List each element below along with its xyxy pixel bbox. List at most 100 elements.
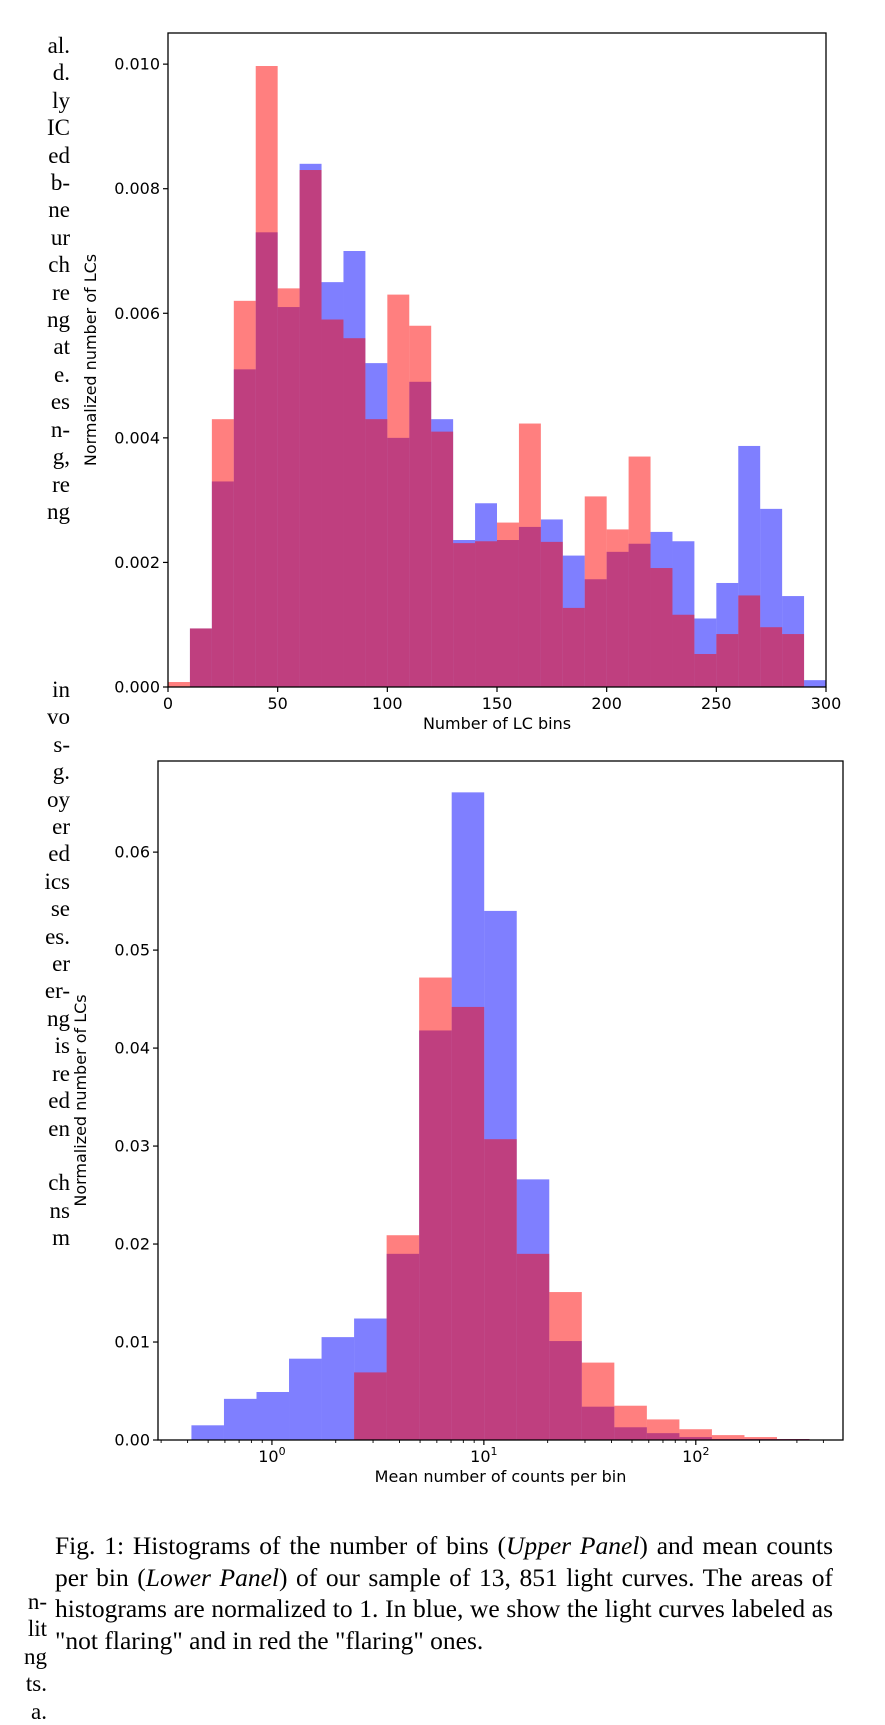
bar-flaring xyxy=(386,1235,420,1440)
plot-frame xyxy=(157,760,844,1441)
upper-histogram-chart: 0.000 0.002 0.004 0.006 0.008 0.010 0 50 100 150 2… xyxy=(81,32,842,733)
y-tick-label: 0.03 xyxy=(114,1137,150,1156)
bar-flaring xyxy=(419,977,452,1440)
fragment-line: g, xyxy=(52,444,70,470)
fragment-line: in xyxy=(52,677,70,702)
y-tick-label: 0.06 xyxy=(114,843,150,862)
fragment-line: er xyxy=(52,814,70,840)
bar-flaring xyxy=(365,419,388,687)
left-column-text-top: al. d. ly IC ed b-ne ur ch re ng at e. es n-g, re ng xyxy=(0,32,70,525)
y-tick-label: 0.004 xyxy=(114,428,160,447)
fragment-line: al. xyxy=(47,33,70,58)
x-tick-label: 150 xyxy=(482,694,513,713)
fragment-line: es. xyxy=(45,923,70,949)
bar-not-flaring xyxy=(256,1391,290,1440)
bar-not-flaring xyxy=(289,1358,322,1440)
fragment-line: vo xyxy=(47,704,70,730)
fragment-line: es xyxy=(50,389,70,415)
y-tick-label: 0.00 xyxy=(114,1431,150,1450)
fragment-line: n- xyxy=(50,416,70,442)
bar-flaring xyxy=(646,1419,680,1440)
fragment-line: ng xyxy=(47,1005,70,1031)
fragment-line: ng xyxy=(47,307,70,333)
lower-histogram-chart: 0.00 0.01 0.02 0.03 0.04 0.05 0.06 100 101 102 Mea… xyxy=(71,760,844,1486)
fragment-line: ts. xyxy=(25,1671,47,1697)
fragment-line: n- xyxy=(27,1589,47,1614)
bar-flaring xyxy=(354,1372,387,1440)
bar-flaring xyxy=(562,607,585,687)
caption-lower-panel: Lower Panel xyxy=(145,1562,279,1592)
caption-prefix: Fig. 1: Histograms of the number of bins… xyxy=(55,1531,506,1560)
bar-flaring xyxy=(711,1435,745,1440)
fragment-line: ch xyxy=(48,1170,70,1196)
x-tick-label: 250 xyxy=(701,694,732,713)
x-tick-label: 200 xyxy=(591,694,622,713)
bar-flaring xyxy=(451,1006,485,1440)
fragment-line: g. xyxy=(52,759,70,785)
bar-flaring xyxy=(211,419,234,687)
fragment-line: ed xyxy=(48,841,70,867)
bar-flaring xyxy=(679,1429,712,1440)
fragment-line: ne xyxy=(48,197,70,223)
fragment-line: se xyxy=(50,896,70,922)
bar-not-flaring xyxy=(223,1398,257,1440)
fragment-line: ch xyxy=(48,252,70,278)
y-axis-label: Normalized number of LCs xyxy=(71,994,90,1206)
figure-caption: Fig. 1: Histograms of the number of bins… xyxy=(55,1530,833,1656)
bar-flaring xyxy=(255,66,278,688)
bar-flaring xyxy=(233,300,256,687)
bar-flaring xyxy=(321,319,344,687)
fragment-line: IC xyxy=(47,115,70,141)
bar-flaring xyxy=(716,634,739,687)
fragment-line: b- xyxy=(50,170,70,196)
bar-flaring xyxy=(168,682,190,687)
fragment-line: ed xyxy=(48,1088,70,1114)
caption-upper-panel: Upper Panel xyxy=(505,1531,640,1560)
fragment-line: er xyxy=(52,951,70,977)
y-axis-label: Normalized number of LCs xyxy=(81,254,100,466)
fragment-line: ur xyxy=(50,224,70,250)
fragment-line: er- xyxy=(44,978,70,1004)
y-tick-label: 0.002 xyxy=(114,553,160,572)
bar-flaring xyxy=(581,1362,615,1440)
bar-flaring xyxy=(299,170,322,687)
left-column-text-middle: in vo s-g. oy er ed ics se es. er er-ng is re ed en ch… xyxy=(0,676,70,1252)
x-tick-label: 101 xyxy=(470,1445,497,1466)
bar-flaring xyxy=(694,653,717,687)
fragment-line: e. xyxy=(54,361,70,387)
fragment-line: lit xyxy=(27,1616,47,1642)
fragment-line: en xyxy=(48,1115,70,1141)
y-tick-label: 0.008 xyxy=(114,179,160,198)
bars xyxy=(191,792,810,1440)
bar-flaring xyxy=(453,543,476,687)
bar-flaring xyxy=(484,1139,517,1440)
bar-flaring xyxy=(540,541,563,687)
y-tick-label: 0.010 xyxy=(114,55,160,74)
bar-not-flaring xyxy=(804,680,826,687)
x-tick-label: 300 xyxy=(811,694,842,713)
bar-flaring xyxy=(672,614,695,687)
bars xyxy=(168,66,826,688)
bar-flaring xyxy=(744,1437,777,1440)
fragment-line: s- xyxy=(53,731,70,757)
fragment-line: a. xyxy=(31,1698,47,1724)
bar-flaring xyxy=(650,568,673,687)
bar-flaring xyxy=(518,423,541,687)
left-column-text-bottom: n-lit ng ts. a. xyxy=(0,1588,47,1725)
fragment-line: d. xyxy=(52,60,70,86)
bar-flaring xyxy=(606,529,629,687)
bar-flaring xyxy=(431,431,454,687)
x-tick-label: 100 xyxy=(258,1445,285,1466)
y-tick-label: 0.01 xyxy=(114,1333,150,1352)
fragment-line: oy xyxy=(47,786,70,812)
caption-rest: ) of our sample of 13, 851 light curves.… xyxy=(55,1562,833,1655)
bar-not-flaring xyxy=(191,1425,224,1440)
y-tick-label: 0.02 xyxy=(114,1235,150,1254)
caption-mid: ) and mean counts per bin ( xyxy=(55,1531,834,1592)
bar-flaring xyxy=(614,1405,647,1440)
y-tick-label: 0.006 xyxy=(114,304,160,323)
x-tick-label: 50 xyxy=(267,694,287,713)
x-axis-label: Number of LC bins xyxy=(423,714,571,733)
x-tick-label: 102 xyxy=(682,1445,709,1466)
x-tick-label: 100 xyxy=(372,694,403,713)
